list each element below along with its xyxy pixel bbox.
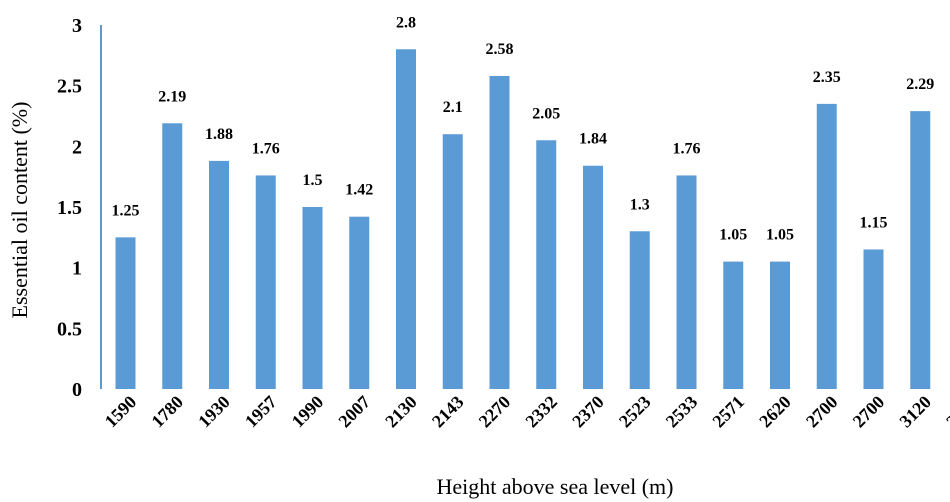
x-tick-label: 2523 bbox=[615, 392, 655, 432]
x-tick-label: 2270 bbox=[475, 392, 515, 432]
x-tick-label: 2700 bbox=[849, 392, 889, 432]
x-tick-label: 2620 bbox=[755, 392, 795, 432]
y-axis-ticks: 0 0.5 1 1.5 2 2.5 3 bbox=[57, 15, 82, 401]
bar-value-label: 1.76 bbox=[252, 140, 280, 157]
x-tick-label: 3120 bbox=[895, 392, 935, 432]
x-tick-label: 1930 bbox=[194, 392, 234, 432]
bar bbox=[255, 175, 276, 389]
x-tick-label: 2370 bbox=[568, 392, 608, 432]
x-tick-label: 2007 bbox=[334, 392, 374, 432]
x-tick-label: 2571 bbox=[708, 392, 748, 432]
bar-value-label: 1.42 bbox=[345, 182, 373, 199]
bar bbox=[115, 237, 136, 389]
x-tick-label: 2533 bbox=[662, 392, 702, 432]
y-tick-label: 1.5 bbox=[57, 197, 82, 219]
x-tick-label: 2130 bbox=[381, 392, 421, 432]
bar bbox=[863, 249, 884, 389]
bars bbox=[115, 49, 931, 390]
bar-value-label: 2.19 bbox=[158, 88, 186, 105]
y-tick-label: 2 bbox=[72, 136, 82, 158]
x-axis-title: Height above sea level (m) bbox=[436, 474, 673, 499]
bar-value-label: 2.8 bbox=[396, 14, 416, 31]
bar-value-label: 1.76 bbox=[673, 140, 701, 157]
bar bbox=[816, 103, 837, 389]
bar bbox=[629, 231, 650, 389]
bar bbox=[162, 123, 183, 389]
bar bbox=[910, 111, 931, 389]
bar-value-label: 1.88 bbox=[205, 126, 233, 143]
bar bbox=[583, 165, 603, 389]
y-tick-label: 0.5 bbox=[57, 318, 82, 340]
bar bbox=[396, 49, 416, 390]
x-tick-label: 2143 bbox=[428, 392, 468, 432]
bar bbox=[536, 140, 557, 389]
y-tick-label: 0 bbox=[72, 379, 82, 401]
y-tick-label: 1 bbox=[72, 258, 82, 280]
x-tick-label: 1780 bbox=[147, 392, 187, 432]
bar bbox=[676, 175, 697, 389]
x-tick-label: 2700 bbox=[802, 392, 842, 432]
x-axis-ticks: 1590 1780 1930 1957 1990 2007 2130 2143 2270 2332… bbox=[101, 392, 950, 432]
bar-value-label: 1.5 bbox=[303, 172, 323, 189]
x-tick-label: 1990 bbox=[288, 392, 328, 432]
bar bbox=[442, 134, 463, 389]
bar-value-label: 2.1 bbox=[443, 99, 463, 116]
y-axis-title: Essential oil content (%) bbox=[7, 102, 32, 319]
bar-value-label: 2.29 bbox=[906, 76, 934, 93]
bar-value-label: 2.58 bbox=[486, 41, 514, 58]
bar-value-label: 2.05 bbox=[532, 105, 560, 122]
x-tick-label: 1957 bbox=[241, 392, 281, 432]
bar bbox=[209, 160, 229, 389]
x-tick-label: 2332 bbox=[521, 392, 561, 432]
bar-value-label: 2.35 bbox=[813, 69, 841, 86]
bar-value-label: 1.84 bbox=[579, 131, 607, 148]
bar-value-label: 1.05 bbox=[719, 227, 747, 244]
y-tick-label: 3 bbox=[72, 15, 82, 37]
bar bbox=[302, 207, 323, 389]
bar bbox=[349, 216, 370, 389]
x-tick-label: 3280 bbox=[942, 392, 950, 432]
bar bbox=[770, 261, 790, 389]
x-tick-label: 1590 bbox=[101, 392, 141, 432]
bar-value-label: 1.15 bbox=[860, 214, 888, 231]
bar-value-label: 1.05 bbox=[766, 227, 794, 244]
y-tick-label: 2.5 bbox=[57, 76, 82, 98]
bar-value-label: 1.3 bbox=[630, 196, 650, 213]
bar bbox=[489, 75, 510, 390]
bar-value-label: 1.25 bbox=[112, 202, 140, 219]
bar bbox=[723, 261, 744, 389]
data-labels: 1.25 2.19 1.88 1.76 1.5 1.42 2.8 2.1 2.58 2.05 1.8… bbox=[112, 14, 935, 244]
